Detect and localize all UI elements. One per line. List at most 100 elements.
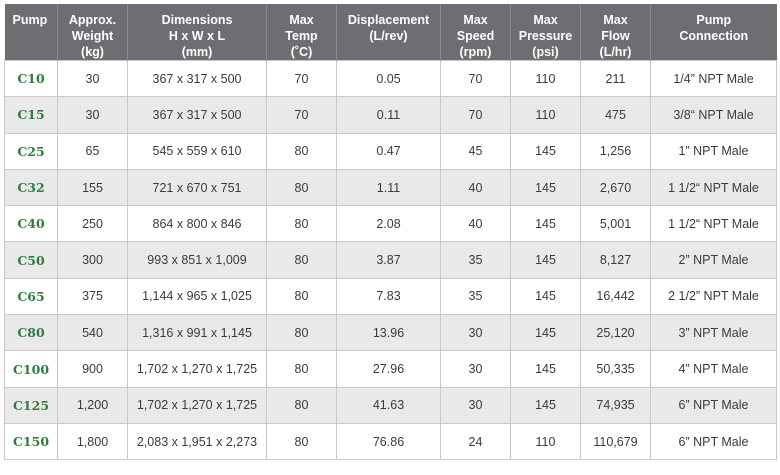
cell-model: C65 <box>4 277 58 316</box>
cell-max-speed: 70 <box>440 96 511 134</box>
cell-weight: 30 <box>57 96 128 134</box>
header-line: Speed <box>456 29 495 43</box>
header-line: Weight <box>71 29 114 43</box>
header-line: Pump <box>696 13 732 27</box>
cell-dimensions: 721 x 670 x 751 <box>127 168 267 207</box>
header-max-temp: Max Temp (˚C) <box>266 4 337 61</box>
table-row: C25 65 545 x 559 x 610 80 0.47 45 145 1,256 1” N… <box>4 132 777 170</box>
cell-max-flow: 50,335 <box>580 350 651 388</box>
cell-max-temp: 80 <box>266 168 337 207</box>
table-row: C125 1,200 1,702 x 1,270 x 1,725 80 41.63 30 1… <box>4 386 777 424</box>
cell-model: C15 <box>4 96 58 134</box>
cell-dimensions: 1,702 x 1,270 x 1,725 <box>127 350 267 388</box>
cell-max-flow: 8,127 <box>580 241 651 279</box>
cell-connection: 2 1/2” NPT Male <box>650 277 777 316</box>
pump-spec-table: Pump Approx. Weight (kg) Dimensions H x W x L… <box>4 4 777 461</box>
cell-model: C32 <box>4 168 58 207</box>
table-row: C150 1,800 2,083 x 1,951 x 2,273 80 76.86 24 1… <box>4 422 777 461</box>
cell-max-flow: 211 <box>580 59 651 98</box>
cell-model: C25 <box>4 132 58 170</box>
cell-max-pressure: 145 <box>510 168 581 207</box>
header-line: (kg) <box>81 45 104 59</box>
cell-displacement: 13.96 <box>336 314 441 352</box>
cell-max-flow: 475 <box>580 96 651 134</box>
cell-displacement: 1.11 <box>336 168 441 207</box>
header-line: Pressure <box>518 29 573 43</box>
cell-max-temp: 80 <box>266 277 337 316</box>
cell-displacement: 76.86 <box>336 422 441 461</box>
header-line: (mm) <box>181 45 213 59</box>
header-line: (psi) <box>532 45 559 59</box>
cell-displacement: 3.87 <box>336 241 441 279</box>
cell-max-speed: 30 <box>440 350 511 388</box>
cell-dimensions: 1,144 x 965 x 1,025 <box>127 277 267 316</box>
header-line: Displacement <box>347 13 430 27</box>
header-max-speed: Max Speed (rpm) <box>440 4 511 61</box>
cell-displacement: 2.08 <box>336 205 441 243</box>
cell-weight: 1,200 <box>57 386 128 424</box>
table-row: C100 900 1,702 x 1,270 x 1,725 80 27.96 30 145… <box>4 350 777 388</box>
cell-max-temp: 80 <box>266 350 337 388</box>
cell-max-pressure: 110 <box>510 422 581 461</box>
cell-weight: 900 <box>57 350 128 388</box>
cell-displacement: 0.05 <box>336 59 441 98</box>
header-line: Dimensions <box>161 13 233 27</box>
header-max-flow: Max Flow (L/hr) <box>580 4 651 61</box>
cell-displacement: 0.47 <box>336 132 441 170</box>
cell-weight: 155 <box>57 168 128 207</box>
cell-model: C150 <box>4 422 58 461</box>
cell-max-speed: 30 <box>440 386 511 424</box>
cell-dimensions: 367 x 317 x 500 <box>127 59 267 98</box>
table-row: C65 375 1,144 x 965 x 1,025 80 7.83 35 145 16,4… <box>4 277 777 316</box>
header-max-pressure: Max Pressure (psi) <box>510 4 581 61</box>
cell-dimensions: 1,702 x 1,270 x 1,725 <box>127 386 267 424</box>
cell-connection: 3” NPT Male <box>650 314 777 352</box>
cell-dimensions: 2,083 x 1,951 x 2,273 <box>127 422 267 461</box>
cell-max-flow: 25,120 <box>580 314 651 352</box>
cell-dimensions: 993 x 851 x 1,009 <box>127 241 267 279</box>
header-line: Max <box>533 13 558 27</box>
cell-max-speed: 40 <box>440 205 511 243</box>
cell-model: C125 <box>4 386 58 424</box>
cell-max-flow: 110,679 <box>580 422 651 461</box>
header-line: H x W x L <box>168 29 226 43</box>
cell-model: C40 <box>4 205 58 243</box>
cell-max-pressure: 110 <box>510 96 581 134</box>
cell-model: C10 <box>4 59 58 98</box>
cell-max-speed: 40 <box>440 168 511 207</box>
table-row: C15 30 367 x 317 x 500 70 0.11 70 110 475 3/8“ N… <box>4 96 777 134</box>
header-line: Flow <box>601 29 630 43</box>
cell-max-pressure: 110 <box>510 59 581 98</box>
header-line: Pump <box>12 13 48 27</box>
cell-weight: 300 <box>57 241 128 279</box>
header-line: (L/hr) <box>599 45 632 59</box>
cell-max-temp: 80 <box>266 422 337 461</box>
table-header-row: Pump Approx. Weight (kg) Dimensions H x W x L… <box>4 4 777 61</box>
cell-weight: 540 <box>57 314 128 352</box>
cell-max-temp: 80 <box>266 386 337 424</box>
cell-max-temp: 80 <box>266 241 337 279</box>
cell-connection: 4” NPT Male <box>650 350 777 388</box>
cell-max-speed: 30 <box>440 314 511 352</box>
cell-model: C80 <box>4 314 58 352</box>
cell-max-speed: 45 <box>440 132 511 170</box>
pump-spec-table-container: Pump Approx. Weight (kg) Dimensions H x W x L… <box>4 4 777 461</box>
cell-connection: 1” NPT Male <box>650 132 777 170</box>
header-pump-connection: Pump Connection <box>650 4 777 61</box>
cell-max-speed: 35 <box>440 241 511 279</box>
cell-max-temp: 70 <box>266 96 337 134</box>
cell-connection: 6” NPT Male <box>650 386 777 424</box>
cell-displacement: 0.11 <box>336 96 441 134</box>
cell-weight: 1,800 <box>57 422 128 461</box>
table-row: C80 540 1,316 x 991 x 1,145 80 13.96 30 145 25,… <box>4 314 777 352</box>
header-line: (L/rev) <box>369 29 408 43</box>
header-pump: Pump <box>4 4 58 61</box>
table-body: C10 30 367 x 317 x 500 70 0.05 70 110 211 1/4” N… <box>4 59 777 461</box>
cell-weight: 375 <box>57 277 128 316</box>
cell-max-pressure: 145 <box>510 277 581 316</box>
cell-weight: 65 <box>57 132 128 170</box>
cell-max-temp: 80 <box>266 314 337 352</box>
header-displacement: Displacement (L/rev) <box>336 4 441 61</box>
cell-max-pressure: 145 <box>510 205 581 243</box>
cell-max-flow: 74,935 <box>580 386 651 424</box>
